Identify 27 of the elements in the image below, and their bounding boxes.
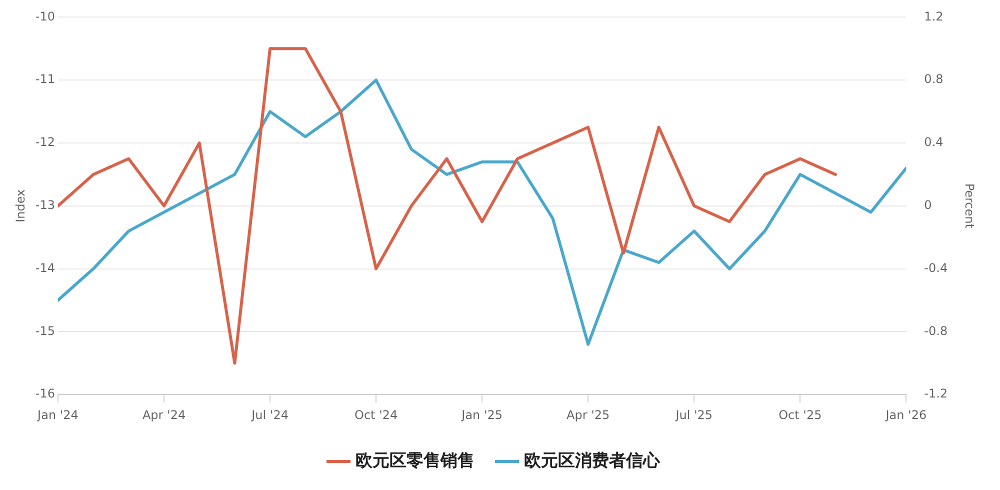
y-tick-label: -11 bbox=[35, 72, 55, 86]
y2-tick-label: 0.8 bbox=[924, 72, 944, 86]
x-tick-label: Oct '24 bbox=[354, 408, 398, 422]
y-tick-label: -14 bbox=[35, 260, 55, 275]
y-tick-label: -12 bbox=[35, 135, 55, 150]
x-tick-label: Apr '25 bbox=[566, 408, 610, 422]
y-axis-title: Index bbox=[13, 189, 28, 222]
x-tick-label: Jan '25 bbox=[460, 408, 503, 422]
y2-tick-label: 1.2 bbox=[924, 9, 944, 24]
y2-tick-label: -0.4 bbox=[924, 260, 948, 275]
x-tick-label: Jan '24 bbox=[36, 408, 78, 422]
x-tick-label: Oct '25 bbox=[778, 408, 822, 422]
y2-tick-label: -1.2 bbox=[924, 386, 948, 401]
legend-label: 欧元区消费者信心 bbox=[524, 450, 661, 471]
x-tick-label: Jul '25 bbox=[674, 408, 713, 422]
x-tick-label: Jan '26 bbox=[884, 408, 927, 422]
x-tick-label: Jul '24 bbox=[250, 408, 288, 422]
y-tick-label: -16 bbox=[35, 386, 55, 401]
y-tick-label: -10 bbox=[35, 9, 55, 24]
y-tick-label: -15 bbox=[35, 324, 55, 338]
x-tick-label: Apr '24 bbox=[142, 408, 186, 422]
legend-label: 欧元区零售销售 bbox=[356, 450, 474, 471]
y2-tick-label: -0.8 bbox=[924, 324, 948, 338]
y-tick-label: -13 bbox=[35, 198, 55, 212]
y2-axis-title: Percent bbox=[962, 183, 977, 229]
y2-tick-label: 0 bbox=[924, 198, 932, 212]
y2-tick-label: 0.4 bbox=[924, 135, 944, 150]
